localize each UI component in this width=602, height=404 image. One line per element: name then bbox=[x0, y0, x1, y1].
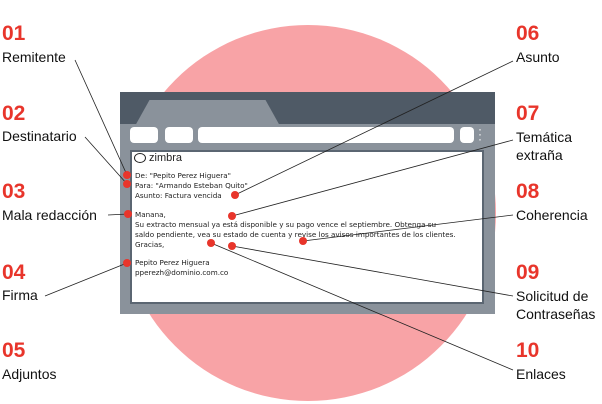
callout-03-label: Mala redacción bbox=[2, 207, 97, 223]
callout-06-number: 06 bbox=[516, 22, 540, 45]
email-from: De: "Pepito Perez Higuera" bbox=[135, 171, 231, 180]
back-button[interactable] bbox=[130, 127, 158, 143]
marker-coherencia bbox=[299, 237, 307, 245]
menu-icon[interactable]: · · · bbox=[478, 122, 482, 146]
callout-08-number: 08 bbox=[516, 180, 540, 203]
email-greeting: Manana, bbox=[135, 210, 166, 219]
marker-firma bbox=[123, 259, 131, 267]
callout-03-number: 03 bbox=[2, 180, 26, 203]
callout-05-number: 05 bbox=[2, 339, 26, 362]
zimbra-logo-icon bbox=[134, 153, 146, 163]
callout-04-number: 04 bbox=[2, 261, 26, 284]
zimbra-logo: zimbra bbox=[134, 152, 182, 164]
callout-08-label: Coherencia bbox=[516, 207, 588, 223]
callout-line-07 bbox=[231, 139, 514, 217]
callout-line-02 bbox=[84, 136, 128, 185]
marker-mala-redaccion bbox=[124, 210, 132, 218]
extension-button[interactable] bbox=[460, 127, 474, 143]
marker-tematica bbox=[228, 212, 236, 220]
callout-10-label: Enlaces bbox=[516, 366, 566, 382]
callout-line-08 bbox=[302, 214, 514, 242]
callout-02-number: 02 bbox=[2, 102, 26, 125]
callout-07-label-line1: Temática bbox=[516, 129, 573, 145]
marker-destinatario bbox=[123, 180, 131, 188]
zimbra-logo-text: zimbra bbox=[149, 152, 183, 164]
email-signature-email: pperezh@dominio.com.co bbox=[135, 268, 229, 277]
callout-line-10 bbox=[210, 242, 514, 371]
marker-enlaces bbox=[207, 239, 215, 247]
forward-button[interactable] bbox=[165, 127, 193, 143]
callout-07-label-line2: extraña bbox=[516, 147, 563, 163]
email-closing: Gracias, bbox=[135, 240, 165, 249]
callout-line-04 bbox=[44, 262, 128, 297]
address-bar[interactable] bbox=[198, 127, 454, 143]
email-subject: Asunto: Factura vencida bbox=[135, 191, 222, 200]
email-body-line2: saldo pendiente, vea su estado de cuenta… bbox=[135, 230, 456, 239]
callout-line-01 bbox=[74, 59, 128, 176]
browser-tab[interactable] bbox=[135, 100, 280, 126]
callout-04-label: Firma bbox=[2, 287, 38, 303]
callout-05-label: Adjuntos bbox=[2, 366, 57, 382]
callout-06-label: Asunto bbox=[516, 49, 560, 65]
email-signature-name: Pepito Perez Higuera bbox=[135, 258, 210, 267]
email-content bbox=[130, 150, 484, 304]
callout-07-number: 07 bbox=[516, 102, 540, 125]
email-body-line1: Su extracto mensual ya está disponible y… bbox=[135, 220, 437, 229]
callout-09-number: 09 bbox=[516, 261, 540, 284]
callout-line-09 bbox=[231, 245, 514, 297]
marker-contrasenas bbox=[228, 242, 236, 250]
callout-01-label: Remitente bbox=[2, 49, 66, 65]
callout-10-number: 10 bbox=[516, 339, 540, 362]
callout-02-label: Destinatario bbox=[2, 128, 77, 144]
callout-09-label-line2: Contraseñas bbox=[516, 306, 596, 322]
callout-01-number: 01 bbox=[2, 22, 26, 45]
callout-09-label-line1: Solicitud de bbox=[516, 288, 589, 304]
callout-line-06 bbox=[234, 60, 514, 196]
marker-remitente bbox=[123, 171, 131, 179]
email-to: Para: "Armando Esteban Quito" bbox=[135, 181, 248, 190]
marker-asunto bbox=[231, 191, 239, 199]
